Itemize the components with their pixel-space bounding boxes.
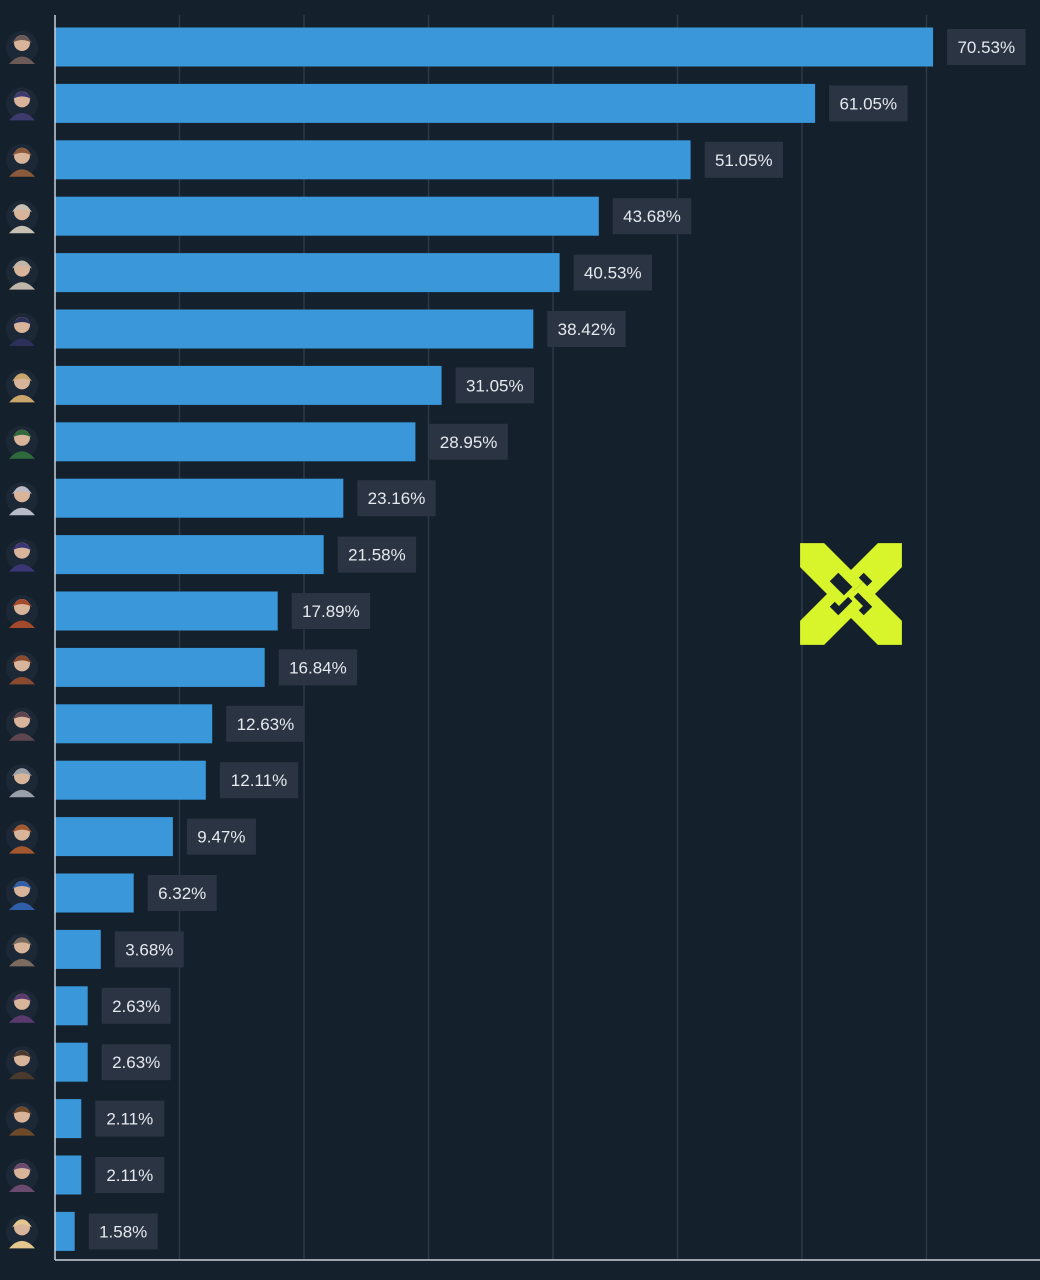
bar-8 (55, 422, 416, 462)
data-label-12: 16.84% (289, 658, 347, 677)
bar-7 (55, 365, 442, 405)
agent-08-icon (6, 425, 38, 459)
agent-01-icon (6, 31, 38, 64)
data-label-bg-3 (704, 141, 783, 178)
data-label-bg-1 (947, 29, 1026, 65)
x-logo-icon (800, 543, 902, 645)
data-label-19: 2.63% (112, 1053, 160, 1072)
bar-16 (55, 873, 134, 913)
bar-4 (55, 196, 599, 236)
data-label-6: 38.42% (558, 320, 616, 339)
bar-18 (55, 986, 88, 1026)
data-label-bg-18 (101, 987, 171, 1024)
bar-21 (55, 1155, 82, 1195)
bar-13 (55, 704, 213, 744)
bar-9 (55, 478, 344, 518)
bar-10 (55, 535, 324, 575)
data-label-2: 61.05% (839, 94, 897, 113)
agent-icons (6, 31, 38, 1249)
bar-1 (55, 27, 934, 67)
bar-6 (55, 309, 534, 349)
data-label-22: 1.58% (99, 1222, 147, 1241)
bar-5 (55, 253, 560, 293)
bar-22 (55, 1211, 75, 1251)
agent-05-icon (6, 256, 38, 290)
data-label-8: 28.95% (440, 433, 498, 452)
agent-04-icon (6, 200, 38, 234)
agent-15-icon (6, 820, 38, 854)
agent-21-icon (6, 1159, 38, 1192)
bars (55, 27, 934, 1251)
data-label-bg-15 (186, 818, 256, 855)
data-label-18: 2.63% (112, 997, 160, 1016)
agent-19-icon (6, 1046, 38, 1080)
agent-14-icon (6, 764, 38, 798)
data-label-bg-19 (101, 1044, 171, 1081)
data-label-1: 70.53% (957, 38, 1015, 57)
data-label-15: 9.47% (197, 828, 245, 847)
data-label-bg-7 (455, 367, 534, 404)
data-label-bg-20 (95, 1100, 165, 1137)
data-label-bg-16 (147, 875, 217, 911)
agent-07-icon (6, 369, 38, 403)
agent-16-icon (6, 877, 38, 910)
agent-09-icon (6, 482, 38, 516)
data-label-bg-10 (337, 536, 417, 573)
agent-13-icon (6, 707, 38, 741)
data-label-11: 17.89% (302, 602, 360, 621)
data-label-bg-9 (357, 480, 436, 517)
agent-12-icon (6, 651, 38, 685)
bar-12 (55, 647, 265, 687)
logo-arm-nw (800, 543, 864, 607)
data-label-21: 2.11% (106, 1166, 153, 1185)
data-label-20: 2.11% (106, 1110, 153, 1129)
data-label-bg-5 (573, 254, 652, 291)
bar-19 (55, 1042, 88, 1082)
data-label-bg-12 (278, 649, 358, 686)
data-label-bg-17 (114, 931, 184, 968)
data-label-17: 3.68% (125, 940, 173, 959)
agent-02-icon (6, 87, 38, 121)
bar-14 (55, 760, 206, 800)
data-label-bg-22 (88, 1213, 158, 1250)
data-label-bg-11 (291, 593, 371, 629)
agent-18-icon (6, 989, 38, 1023)
data-label-9: 23.16% (368, 489, 426, 508)
data-label-bg-13 (226, 705, 305, 742)
agent-10-icon (6, 538, 38, 572)
data-label-4: 43.68% (623, 207, 681, 226)
bar-20 (55, 1099, 82, 1139)
data-label-3: 51.05% (715, 151, 773, 170)
agent-11-icon (6, 595, 38, 628)
axes (54, 15, 1040, 1261)
data-label-bg-4 (612, 198, 692, 235)
agent-17-icon (6, 933, 38, 967)
bar-3 (55, 140, 691, 180)
data-label-14: 12.11% (231, 771, 287, 790)
data-label-13: 12.63% (237, 715, 295, 734)
bar-17 (55, 929, 101, 969)
data-label-bg-6 (547, 311, 626, 347)
agent-22-icon (6, 1215, 38, 1249)
data-label-bg-14 (219, 762, 299, 799)
bar-11 (55, 591, 278, 631)
data-label-10: 21.58% (348, 546, 406, 565)
bar-2 (55, 83, 816, 123)
agent-06-icon (6, 313, 38, 346)
bar-15 (55, 817, 173, 857)
agent-20-icon (6, 1102, 38, 1136)
data-label-7: 31.05% (466, 376, 524, 395)
agent-03-icon (6, 143, 38, 177)
data-label-16: 6.32% (158, 884, 206, 903)
data-labels: 70.53% 61.05% 51.05% 43.68% 40.53% 38.42% 31.0… (88, 29, 1026, 1250)
data-label-bg-8 (429, 423, 508, 460)
data-label-bg-2 (829, 85, 908, 122)
data-label-5: 40.53% (584, 264, 642, 283)
data-label-bg-21 (95, 1157, 165, 1193)
